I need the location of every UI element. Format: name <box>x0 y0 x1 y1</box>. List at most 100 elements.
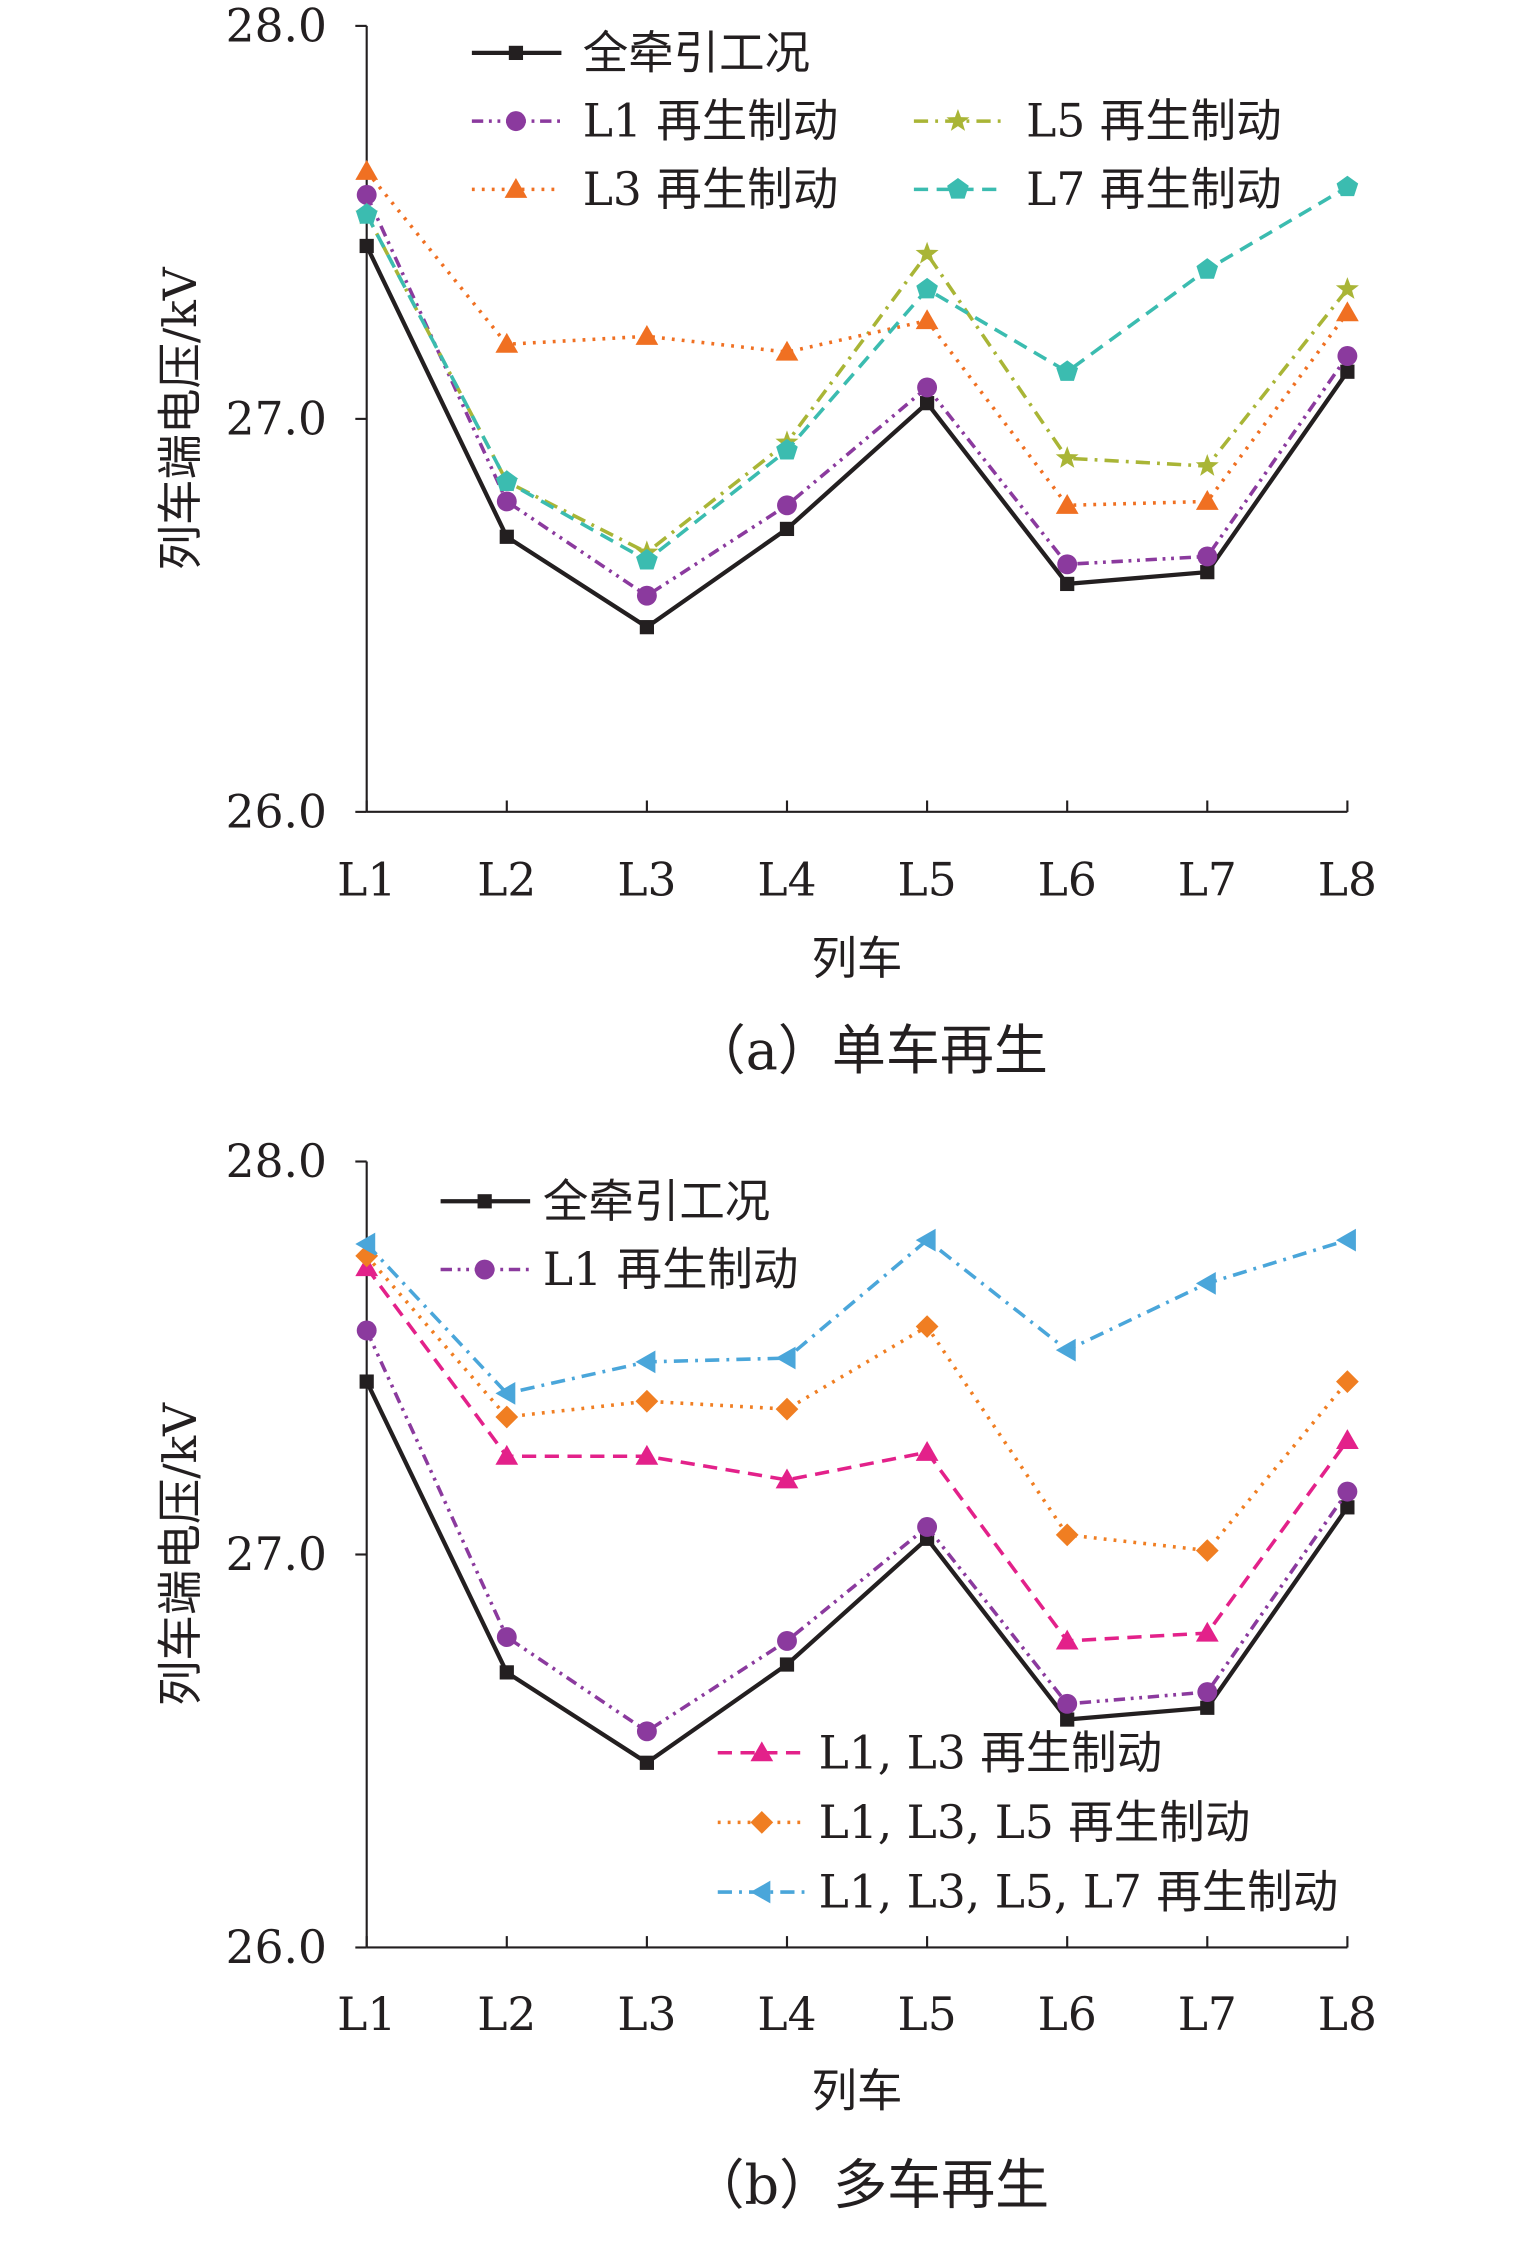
data-point <box>776 438 798 460</box>
series-line <box>365 194 1349 598</box>
legend-marker <box>504 177 528 198</box>
legend-label: L3 再生制动 <box>583 163 838 216</box>
data-point <box>636 585 657 606</box>
data-point <box>635 324 659 345</box>
data-point <box>1336 301 1359 322</box>
legend-marker <box>947 177 969 199</box>
series-4 <box>355 1228 1356 1405</box>
data-point <box>1195 1621 1219 1642</box>
data-point <box>777 1631 797 1651</box>
series-3 <box>355 1244 1359 1562</box>
data-point <box>359 238 374 254</box>
data-point <box>496 1627 517 1647</box>
legend-item: 全牵引工况 <box>471 27 810 80</box>
series-line <box>365 1266 1349 1643</box>
x-tick-label: L1 <box>337 854 396 907</box>
x-tick-label: L7 <box>1178 1988 1237 2041</box>
legend-label: 全牵引工况 <box>583 27 810 80</box>
data-point <box>1200 1700 1215 1715</box>
legend-label: 全牵引工况 <box>543 1175 770 1228</box>
series-3 <box>355 159 1359 514</box>
data-point <box>356 184 377 205</box>
data-point <box>1335 277 1359 299</box>
legend-item: L3 再生制动 <box>471 163 838 216</box>
data-point <box>1056 360 1079 381</box>
data-point <box>355 203 378 224</box>
series-0 <box>359 1374 1355 1770</box>
data-point <box>915 1440 939 1461</box>
legend-label: L1 再生制动 <box>583 95 838 148</box>
legend-item: 全牵引工况 <box>440 1175 770 1228</box>
x-tick-label: L6 <box>1038 854 1097 907</box>
x-axis-label: 列车 <box>812 2065 903 2118</box>
series-line <box>365 185 1349 563</box>
data-point <box>1060 1712 1075 1727</box>
data-point <box>917 377 938 398</box>
series-1 <box>356 1320 1358 1742</box>
x-axis-label: 列车 <box>812 932 903 985</box>
data-point <box>1055 493 1079 514</box>
y-axis-label: 列车端电压/kV <box>154 1402 207 1706</box>
x-tick-label: L6 <box>1038 1988 1097 2041</box>
series-4 <box>355 175 1359 570</box>
chart-a: 26.0 27.0 28.0 L1 L2 L3 L4 L5 L6 L7 L8 列车端电压/kV 列车 （a… <box>154 0 1377 1082</box>
x-tick-label: L1 <box>337 1988 396 2041</box>
data-point <box>1197 1682 1218 1702</box>
data-point <box>779 521 795 537</box>
data-point <box>779 1657 795 1672</box>
legend-item: L1, L3, L5, L7 再生制动 <box>717 1866 1338 1919</box>
data-point <box>1195 1271 1216 1295</box>
data-point <box>636 1721 657 1742</box>
x-tick-label: L4 <box>757 1988 816 2041</box>
series-line <box>365 1237 1348 1396</box>
legend-marker <box>474 1259 495 1280</box>
data-point <box>775 1346 796 1370</box>
y-tick-label: 27.0 <box>226 393 327 446</box>
data-point <box>636 548 658 570</box>
data-point <box>1197 546 1218 567</box>
y-tick-label: 26.0 <box>226 1921 327 1974</box>
data-point <box>1057 554 1078 575</box>
series-line <box>364 1380 1350 1766</box>
data-point <box>499 1665 514 1680</box>
legend-label: L1, L3, L5 再生制动 <box>819 1796 1251 1849</box>
data-point <box>775 1397 799 1421</box>
x-tick-label: L3 <box>617 854 676 907</box>
data-point <box>1340 364 1355 379</box>
data-point <box>635 1444 659 1465</box>
x-tick-label: L5 <box>898 1988 957 2041</box>
x-tick-label: L7 <box>1178 854 1237 907</box>
data-point <box>1340 1500 1355 1515</box>
data-point <box>639 620 654 635</box>
data-point <box>1055 1523 1079 1547</box>
legend-label: L1 再生制动 <box>543 1243 798 1296</box>
chart-caption: （a）单车再生 <box>692 1019 1048 1082</box>
x-tick-label: L8 <box>1318 1988 1377 2041</box>
data-point <box>1336 175 1359 197</box>
data-point <box>1060 576 1075 592</box>
data-point <box>356 1320 377 1341</box>
data-point <box>635 1350 656 1374</box>
data-point <box>496 491 517 512</box>
data-point <box>1057 1693 1078 1714</box>
data-point <box>355 1232 376 1256</box>
data-point <box>499 529 514 544</box>
legend-item: L1, L3, L5 再生制动 <box>717 1796 1251 1849</box>
series-line <box>365 170 1349 508</box>
x-tick-label: L3 <box>617 1988 676 2041</box>
legend-marker <box>750 1880 771 1904</box>
data-point <box>1336 1228 1356 1252</box>
legend-label: L5 再生制动 <box>1026 95 1281 148</box>
legend-marker <box>750 1811 774 1834</box>
data-point <box>919 396 935 411</box>
data-point <box>1195 490 1219 510</box>
y-tick-label: 28.0 <box>226 0 327 53</box>
data-point <box>775 340 799 361</box>
legend-marker <box>477 1194 492 1209</box>
legend-label: L7 再生制动 <box>1026 163 1281 216</box>
data-point <box>915 309 939 330</box>
legend-item: L1 再生制动 <box>440 1243 798 1296</box>
legend-item: L1, L3 再生制动 <box>717 1726 1162 1779</box>
legend-marker <box>750 1741 774 1762</box>
